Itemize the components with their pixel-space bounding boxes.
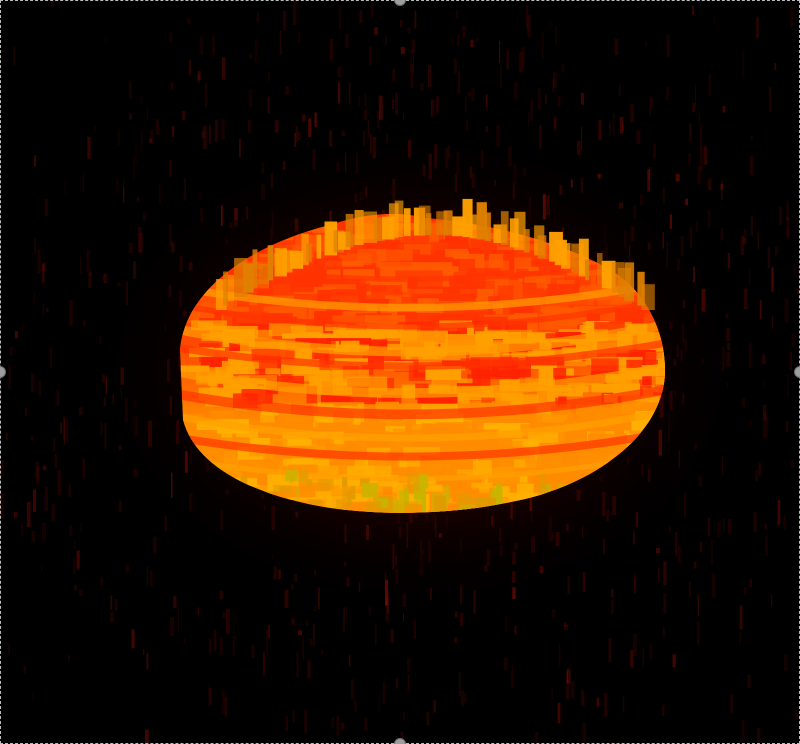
resize-handle-bottom[interactable]	[394, 738, 406, 744]
resize-handle-right[interactable]	[794, 366, 800, 378]
surface-spikes	[215, 198, 655, 310]
